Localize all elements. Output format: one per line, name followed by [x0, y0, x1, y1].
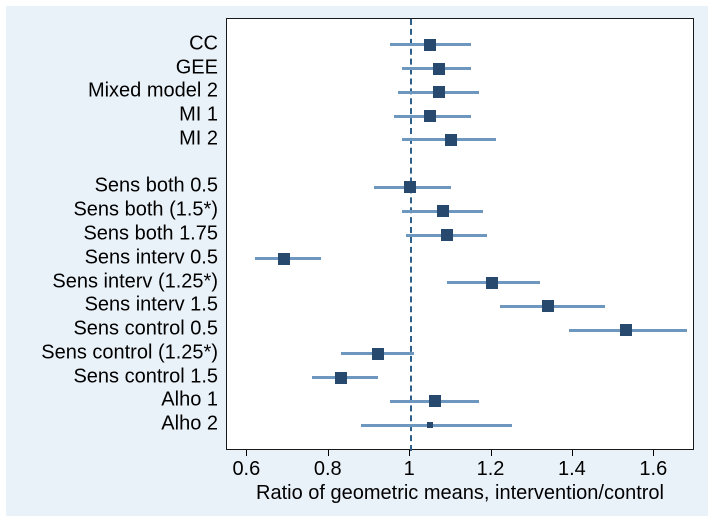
point-estimate-marker	[424, 39, 436, 51]
row-label: GEE	[176, 56, 218, 79]
x-tick-label: 1.6	[639, 458, 667, 481]
row-label: Sens control 1.5	[73, 365, 218, 388]
x-tick-label: 1.4	[558, 458, 586, 481]
point-estimate-marker	[427, 422, 433, 428]
x-tick-label: 0.6	[232, 458, 260, 481]
row-label: Sens interv 0.5	[85, 246, 218, 269]
point-estimate-marker	[620, 324, 632, 336]
x-tick-label: 0.8	[314, 458, 342, 481]
point-estimate-marker	[542, 300, 554, 312]
row-label: Sens control 0.5	[73, 318, 218, 341]
point-estimate-marker	[404, 181, 416, 193]
x-tick-mark	[246, 450, 247, 456]
row-label: Alho 2	[161, 413, 218, 436]
x-tick-mark	[328, 450, 329, 456]
row-label: MI 2	[179, 127, 218, 150]
row-label: Sens both (1.5*)	[73, 199, 218, 222]
x-tick-mark	[572, 450, 573, 456]
row-label: Mixed model 2	[88, 80, 218, 103]
row-label: Alho 1	[161, 389, 218, 412]
point-estimate-marker	[445, 134, 457, 146]
x-tick-mark	[491, 450, 492, 456]
chart-frame: CCGEEMixed model 2MI 1MI 2Sens both 0.5S…	[6, 6, 708, 516]
point-estimate-marker	[424, 110, 436, 122]
row-label: Sens both 1.75	[83, 223, 218, 246]
point-estimate-marker	[441, 229, 453, 241]
row-label: Sens interv 1.5	[85, 294, 218, 317]
x-axis-label: Ratio of geometric means, intervention/c…	[256, 482, 664, 505]
point-estimate-marker	[433, 63, 445, 75]
x-tick-mark	[653, 450, 654, 456]
point-estimate-marker	[372, 348, 384, 360]
row-label: MI 1	[179, 104, 218, 127]
row-label: Sens both 0.5	[95, 175, 218, 198]
x-tick-label: 1.2	[477, 458, 505, 481]
plot-area	[226, 18, 694, 450]
row-label: CC	[189, 32, 218, 55]
x-tick-label: 1	[404, 458, 415, 481]
point-estimate-marker	[437, 205, 449, 217]
x-tick-mark	[409, 450, 410, 456]
point-estimate-marker	[335, 372, 347, 384]
point-estimate-marker	[433, 86, 445, 98]
ci-line	[361, 424, 512, 427]
point-estimate-marker	[278, 253, 290, 265]
row-label: Sens interv (1.25*)	[52, 270, 218, 293]
point-estimate-marker	[429, 395, 441, 407]
row-label: Sens control (1.25*)	[41, 341, 218, 364]
point-estimate-marker	[486, 277, 498, 289]
